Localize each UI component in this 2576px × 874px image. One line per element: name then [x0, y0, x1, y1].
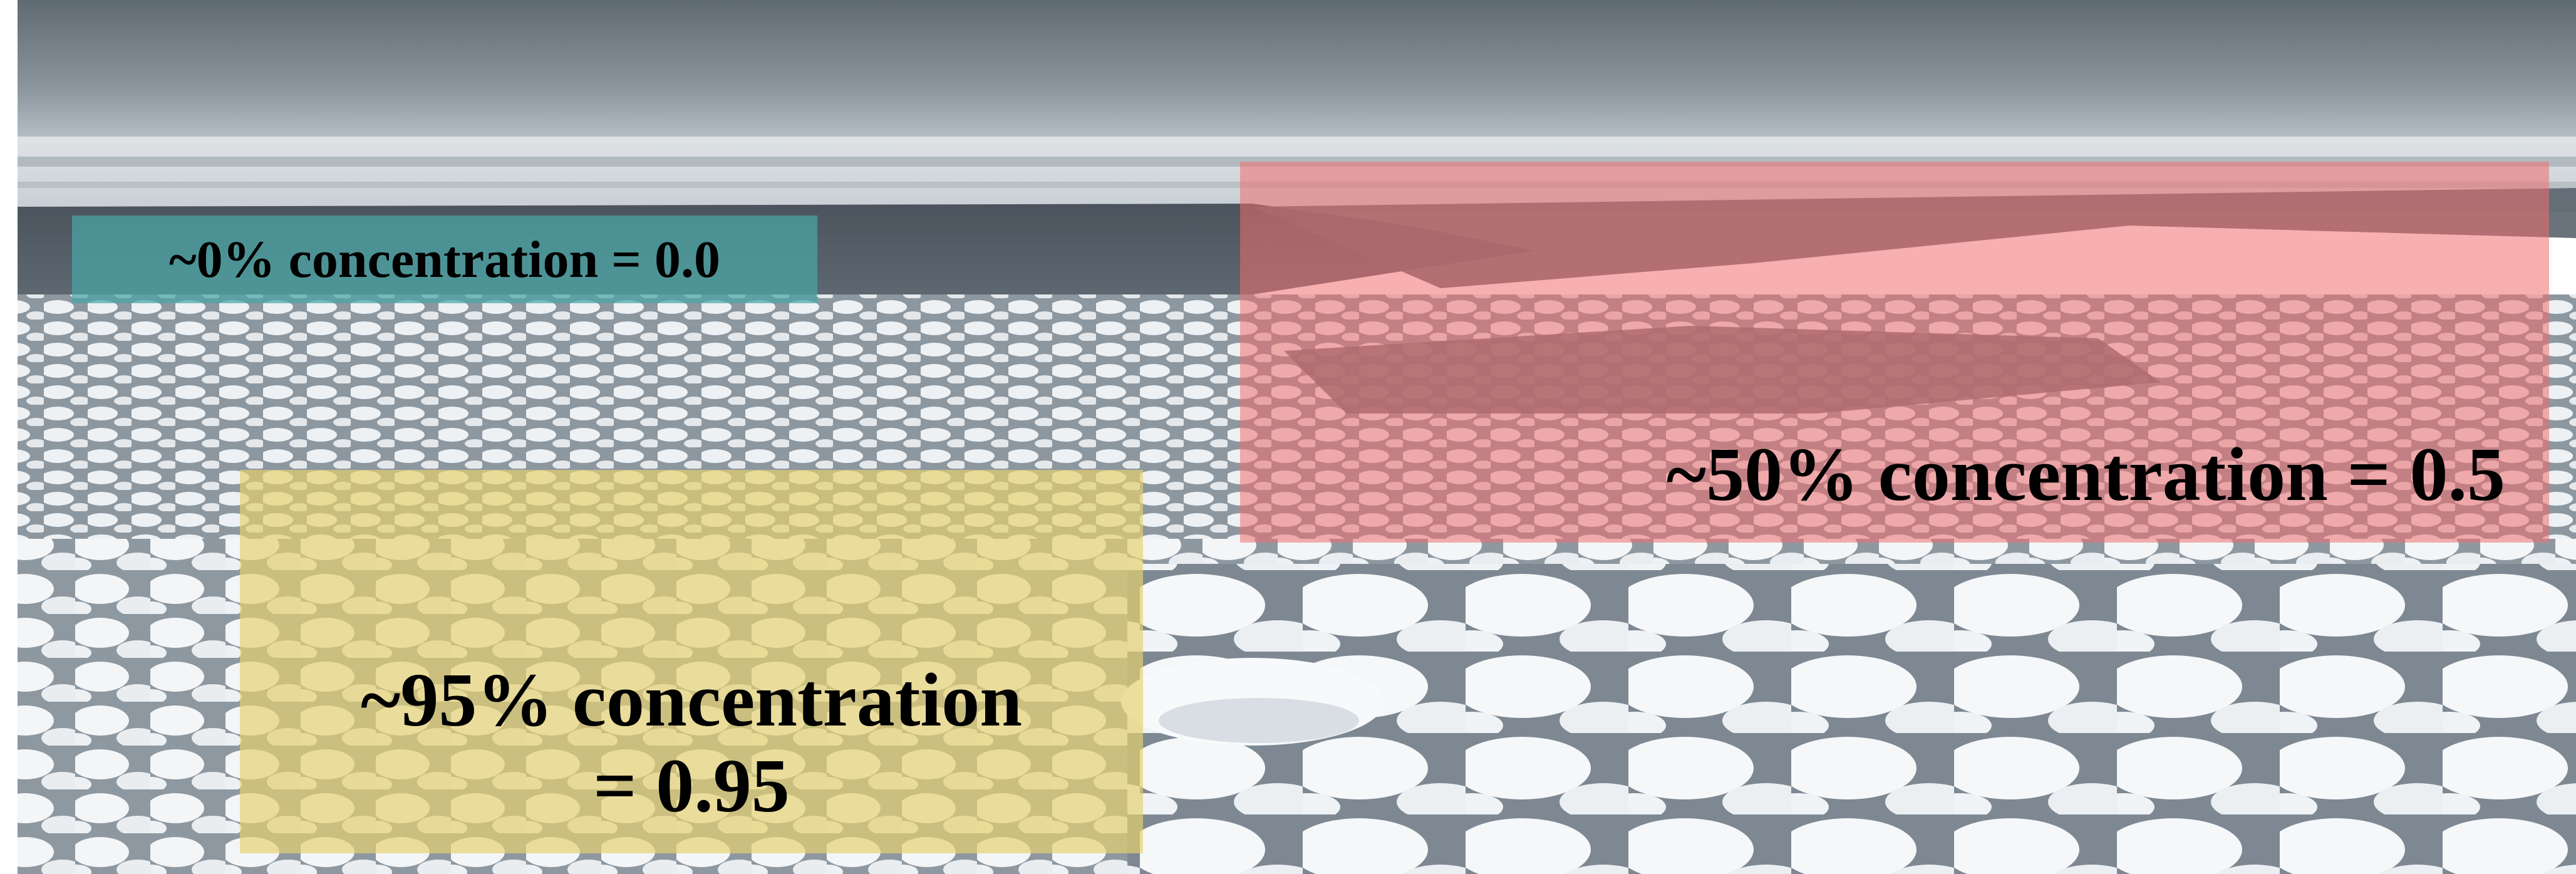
dense-pack-label-line1: ~95% concentration: [360, 658, 1023, 742]
partial-cover-highlight: [1240, 162, 2549, 543]
dense-pack-label-line2: = 0.95: [593, 743, 790, 828]
dense-pack-highlight: [240, 470, 1143, 853]
open-water-label: ~0% concentration = 0.0: [168, 231, 721, 289]
open-water-highlight: [72, 216, 817, 303]
partial-cover-label: ~50% concentration = 0.5: [1666, 432, 2505, 517]
dense-pack-label: ~95% concentration = 0.95: [240, 658, 1143, 829]
